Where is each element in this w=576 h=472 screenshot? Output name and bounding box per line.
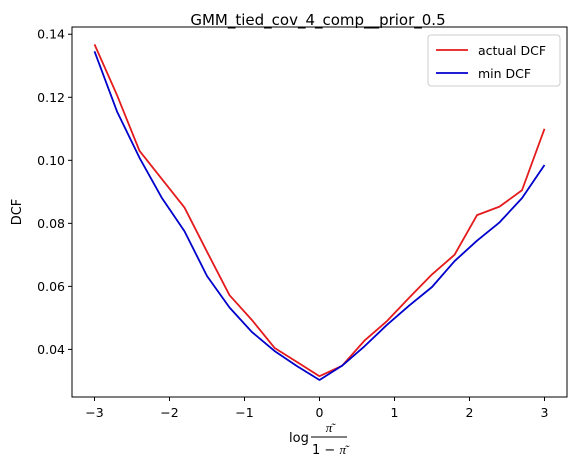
x-axis-ticks: −3 −2 −1 0 1 2 3 bbox=[85, 397, 548, 420]
x-tick-label: 3 bbox=[541, 405, 549, 420]
series-line-min-dcf bbox=[93, 50, 546, 381]
x-axis-label-log: log bbox=[289, 431, 309, 446]
chart-title: GMM_tied_cov_4_comp__prior_0.5 bbox=[190, 11, 445, 30]
x-axis-label-denominator: 1 − π͂ bbox=[312, 443, 350, 458]
x-tick-label: 1 bbox=[391, 405, 399, 420]
y-axis-ticks: 0.04 0.06 0.08 0.10 0.12 0.14 bbox=[37, 27, 72, 357]
x-axis-label-numerator: π͂ bbox=[326, 421, 337, 436]
x-tick-label: 0 bbox=[316, 405, 324, 420]
x-tick-label: −3 bbox=[85, 405, 103, 420]
x-axis-label: log π͂ 1 − π͂ bbox=[289, 421, 350, 458]
y-tick-label: 0.06 bbox=[37, 279, 65, 294]
series-line-actual-dcf bbox=[93, 43, 546, 378]
y-tick-label: 0.04 bbox=[37, 342, 65, 357]
legend: actual DCF min DCF bbox=[427, 34, 561, 87]
legend-label-min-dcf: min DCF bbox=[478, 66, 531, 81]
x-tick-label: −1 bbox=[235, 405, 253, 420]
x-tick-label: −2 bbox=[160, 405, 178, 420]
y-tick-label: 0.10 bbox=[37, 153, 65, 168]
x-tick-label: 2 bbox=[466, 405, 474, 420]
y-tick-label: 0.12 bbox=[37, 90, 65, 105]
plot-lines bbox=[93, 43, 546, 381]
legend-label-actual-dcf: actual DCF bbox=[478, 43, 546, 58]
y-axis-label: DCF bbox=[10, 199, 25, 226]
y-tick-label: 0.08 bbox=[37, 216, 65, 231]
y-tick-label: 0.14 bbox=[37, 27, 65, 42]
